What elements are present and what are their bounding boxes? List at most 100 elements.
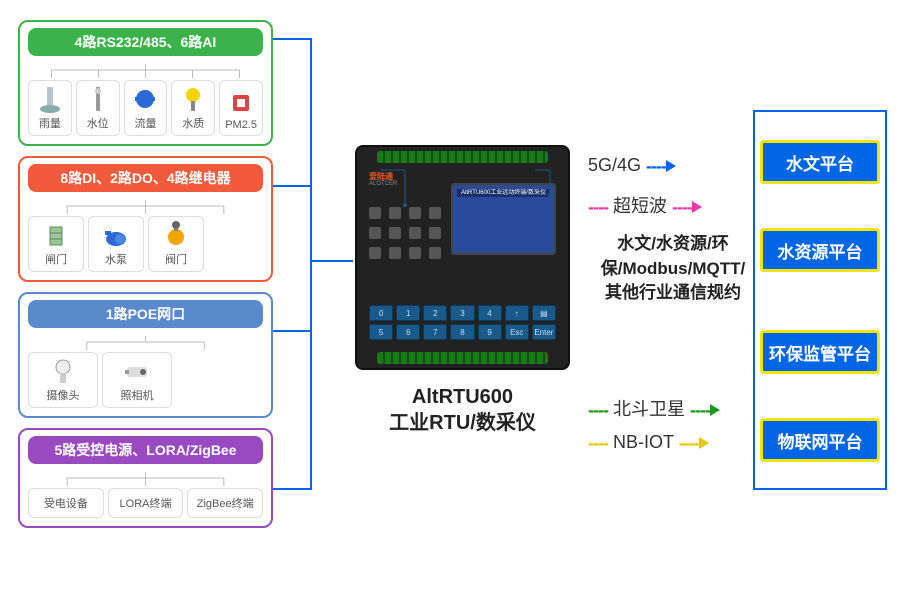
sensor-icon <box>123 357 151 387</box>
panel-items: 闸门 水泵 阀门 <box>28 216 263 272</box>
panel-title: 4路RS232/485、6路AI <box>28 28 263 56</box>
sensor-label: 阀门 <box>165 251 187 267</box>
keypad-key[interactable]: 4 <box>478 305 502 321</box>
sensor-label: 照相机 <box>121 387 154 403</box>
sensor-label: 闸门 <box>45 251 67 267</box>
device-label-line2: 工业RTU/数采仪 <box>389 412 536 434</box>
sensor-icon <box>131 85 159 115</box>
sensor-icon <box>49 357 77 387</box>
connector <box>273 330 310 332</box>
keypad-key[interactable]: ↑ <box>505 305 529 321</box>
led-indicator <box>429 227 441 239</box>
connector-to-device <box>310 260 353 262</box>
keypad-key[interactable]: 6 <box>396 324 420 340</box>
sensor-icon <box>102 221 130 251</box>
platform-box-2: 环保监管平台 <box>760 330 880 374</box>
panel-item-0: 摄像头 <box>28 352 98 408</box>
device-screen: AltRTU600工业远动终端/数采仪 <box>451 183 556 255</box>
sensor-label: 水位 <box>87 115 109 131</box>
comm-label: NB-IOT <box>613 432 674 452</box>
keypad-key[interactable]: Enter <box>532 324 556 340</box>
input-panel-0: 4路RS232/485、6路AI 雨量 水位 流量 水质 PM2.5 <box>18 20 273 146</box>
keypad-key[interactable]: 2 <box>423 305 447 321</box>
device-housing: 爱陆通 ALOTCER AltRTU600工业远动终端/数采仪 01234↑▤5… <box>355 145 570 370</box>
led-indicator <box>409 247 421 259</box>
led-indicator <box>429 207 441 219</box>
panel-branch <box>28 472 263 484</box>
keypad-key[interactable]: Esc <box>505 324 529 340</box>
keypad-key[interactable]: 1 <box>396 305 420 321</box>
panel-item-2: ZigBee终端 <box>187 488 263 518</box>
sensor-icon <box>84 85 112 115</box>
device-brand-en: ALOTCER <box>369 181 397 187</box>
led-indicator <box>409 207 421 219</box>
comm-row-0: 5G/4G ---- <box>588 155 758 177</box>
led-indicator <box>389 247 401 259</box>
protocols-text: 水文/水资源/环保/Modbus/MQTT/其他行业通信规约 <box>598 232 748 306</box>
keypad-key[interactable]: 5 <box>369 324 393 340</box>
panel-item-1: LORA终端 <box>108 488 184 518</box>
panel-title: 5路受控电源、LORA/ZigBee <box>28 436 263 464</box>
led-indicator <box>369 247 381 259</box>
comm-row-1: ---- 超短波 ---- <box>588 192 758 218</box>
keypad-key[interactable]: 0 <box>369 305 393 321</box>
panel-item-3: 水质 <box>171 80 215 136</box>
led-grid <box>369 207 443 261</box>
panel-item-2: 流量 <box>124 80 168 136</box>
keypad-key[interactable]: 8 <box>450 324 474 340</box>
sensor-label: PM2.5 <box>225 119 257 131</box>
keypad: 01234↑▤ 56789EscEnter <box>369 305 556 340</box>
terminal-strip-bottom <box>377 352 548 364</box>
sensor-icon <box>36 85 64 115</box>
input-panel-2: 1路POE网口摄像头 照相机 <box>18 292 273 418</box>
device-label: AltRTU600 工业RTU/数采仪 <box>355 384 570 436</box>
sensor-icon <box>42 221 70 251</box>
sensor-label: 雨量 <box>39 115 61 131</box>
panel-items: 受电设备LORA终端ZigBee终端 <box>28 488 263 518</box>
sensor-label: 摄像头 <box>47 387 80 403</box>
panel-branch <box>28 336 263 348</box>
comm-row-3: ---- NB-IOT ---- <box>588 432 758 454</box>
led-indicator <box>369 207 381 219</box>
device-block: 爱陆通 ALOTCER AltRTU600工业远动终端/数采仪 01234↑▤5… <box>355 145 570 436</box>
panel-title: 8路DI、2路DO、4路继电器 <box>28 164 263 192</box>
sensor-icon <box>162 221 190 251</box>
platform-box-0: 水文平台 <box>760 140 880 184</box>
comm-label: 5G/4G <box>588 155 641 175</box>
keypad-key[interactable]: 3 <box>450 305 474 321</box>
panel-items: 摄像头 照相机 <box>28 352 263 408</box>
comm-label: 超短波 <box>613 196 667 216</box>
sensor-label: 水泵 <box>105 251 127 267</box>
panel-item-4: PM2.5 <box>219 80 263 136</box>
screen-title: AltRTU600工业远动终端/数采仪 <box>457 189 550 197</box>
led-indicator <box>409 227 421 239</box>
left-column: 4路RS232/485、6路AI 雨量 水位 流量 水质 PM2.5 8路DI、2路DO、4… <box>18 20 273 538</box>
input-panel-3: 5路受控电源、LORA/ZigBee 受电设备LORA终端ZigBee终端 <box>18 428 273 528</box>
terminal-strip-top <box>377 151 548 163</box>
led-indicator <box>429 247 441 259</box>
panel-items: 雨量 水位 流量 水质 PM2.5 <box>28 80 263 136</box>
connector <box>273 488 310 490</box>
panel-item-2: 阀门 <box>148 216 204 272</box>
panel-item-0: 受电设备 <box>28 488 104 518</box>
led-indicator <box>389 207 401 219</box>
panel-branch <box>28 200 263 212</box>
panel-item-0: 闸门 <box>28 216 84 272</box>
platform-box-1: 水资源平台 <box>760 228 880 272</box>
comm-label: 北斗卫星 <box>613 399 685 419</box>
panel-title: 1路POE网口 <box>28 300 263 328</box>
keypad-key[interactable]: ▤ <box>532 305 556 321</box>
device-label-line1: AltRTU600 <box>412 386 513 408</box>
panel-item-0: 雨量 <box>28 80 72 136</box>
panel-item-1: 水泵 <box>88 216 144 272</box>
sensor-label: 流量 <box>134 115 156 131</box>
panel-item-1: 照相机 <box>102 352 172 408</box>
input-panel-1: 8路DI、2路DO、4路继电器闸门 水泵 阀门 <box>18 156 273 282</box>
panel-branch <box>28 64 263 76</box>
keypad-key[interactable]: 7 <box>423 324 447 340</box>
sensor-label: 水质 <box>182 115 204 131</box>
led-indicator <box>389 227 401 239</box>
keypad-key[interactable]: 9 <box>478 324 502 340</box>
panel-item-1: 水位 <box>76 80 120 136</box>
sensor-icon <box>179 85 207 115</box>
